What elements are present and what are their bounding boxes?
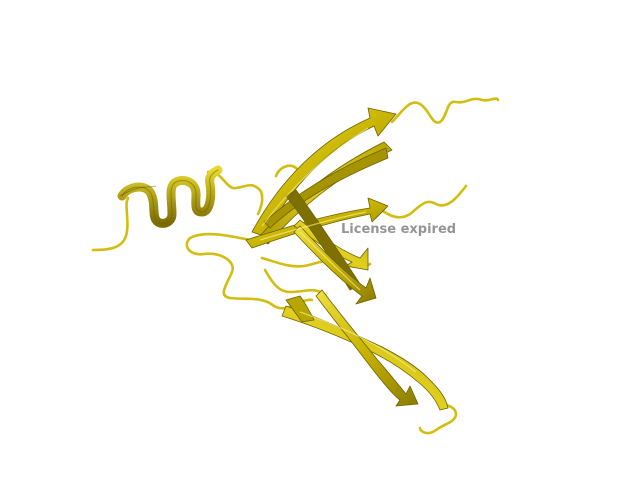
right-mid-coil bbox=[374, 184, 468, 219]
alpha-helix bbox=[117, 165, 223, 228]
top-coil-small bbox=[274, 164, 300, 178]
right-top-coil bbox=[390, 97, 500, 124]
license-expired-watermark: License expired bbox=[341, 222, 457, 237]
beta-strand-lower-arrow bbox=[315, 289, 419, 407]
coil-loops bbox=[91, 97, 500, 435]
lower-return-coil bbox=[263, 268, 328, 298]
helix-exit-coil bbox=[206, 170, 264, 216]
beta-sheet bbox=[245, 107, 449, 411]
beta-strand-diagonal bbox=[293, 225, 377, 305]
bottom-hairpin-coil bbox=[418, 402, 458, 435]
left-loop-coil bbox=[185, 232, 314, 310]
ribbon-highlights bbox=[259, 127, 417, 373]
n-terminal-coil bbox=[91, 196, 130, 252]
beta-strand-short bbox=[285, 295, 315, 323]
